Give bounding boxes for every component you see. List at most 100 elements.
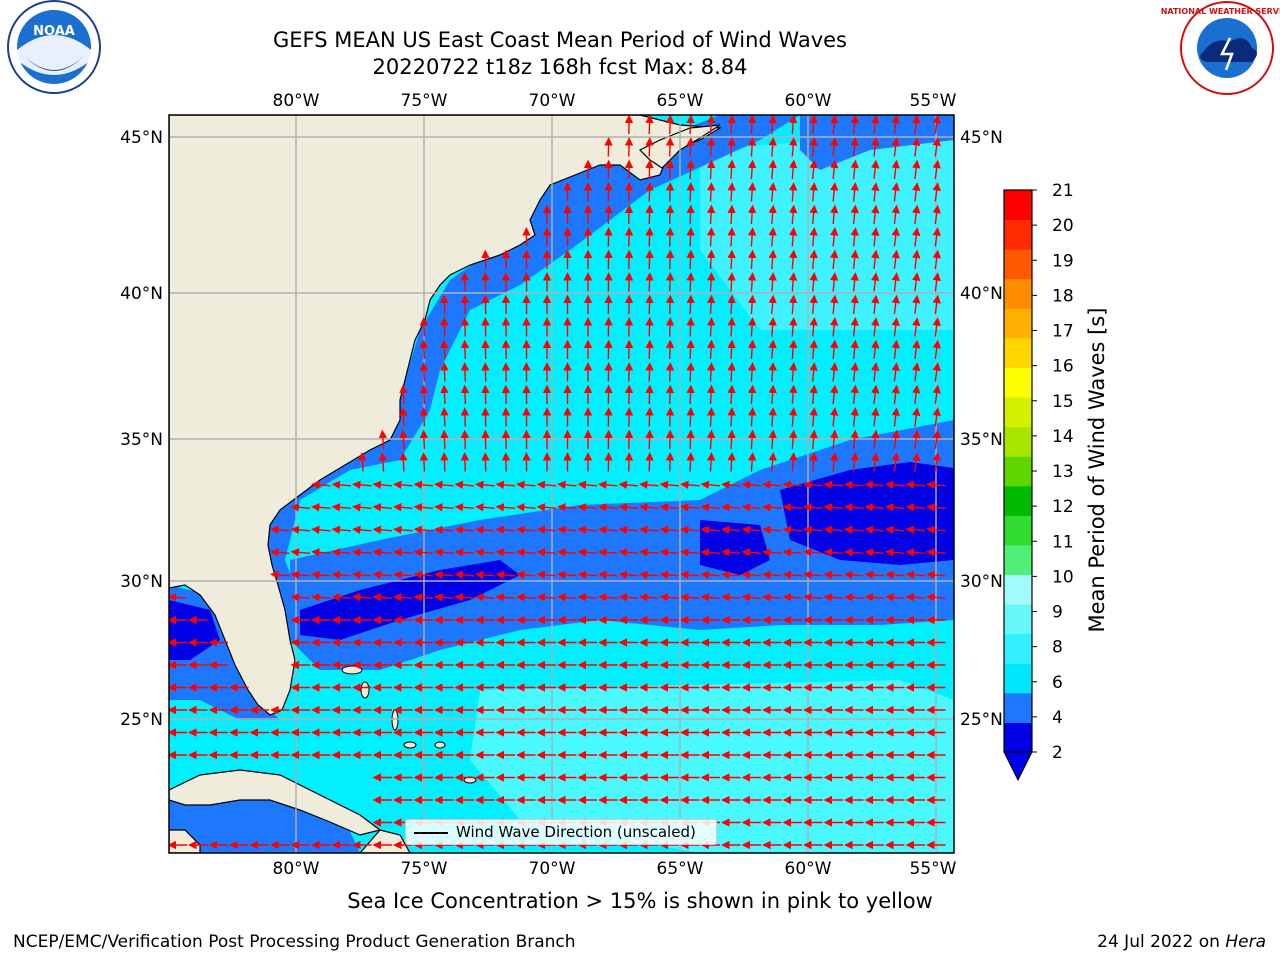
wind-wave-arrow [645,384,654,405]
wind-wave-arrow [557,548,577,557]
wind-wave-arrow [891,115,900,134]
wind-wave-arrow [912,227,921,247]
wind-wave-arrow [788,227,798,247]
wind-wave-arrow [871,339,880,359]
wind-wave-arrow [598,480,618,490]
wind-wave-arrow [700,548,721,557]
wind-wave-arrow [706,115,716,135]
wind-wave-arrow [440,407,449,427]
wind-wave-arrow [768,384,777,405]
wind-wave-arrow [454,525,475,535]
colorbar-tick-label: 4 [1052,708,1063,728]
colorbar-segment [1004,604,1032,635]
wind-wave-arrow [830,204,839,225]
wind-wave-arrow [645,159,654,180]
wind-wave-arrow [871,204,880,224]
wind-wave-arrow [372,480,393,490]
wind-wave-arrow [932,452,941,472]
wind-wave-arrow [536,480,557,490]
wind-wave-arrow [809,362,818,382]
wind-wave-arrow [516,548,536,557]
wind-wave-arrow [850,339,859,360]
wind-wave-arrow [434,548,454,557]
wind-wave-arrow [331,593,352,602]
wind-wave-arrow [932,137,941,157]
wind-wave-arrow [378,452,388,472]
wind-wave-arrow [788,115,798,135]
wind-wave-arrow [809,137,818,157]
wind-wave-arrow [557,503,577,512]
wind-wave-arrow [891,452,900,472]
wind-wave-arrow [768,294,777,315]
wind-wave-arrow [645,182,654,202]
colorbar-tick-label: 8 [1052,638,1063,658]
wind-wave-arrow [926,570,946,580]
wind-wave-arrow [830,362,839,382]
wind-wave-arrow [850,429,859,450]
wind-wave-arrow [932,227,941,247]
lon-tick-bottom: 65°W [657,859,704,879]
machine-name: Hera [1225,932,1266,952]
wind-wave-arrow [932,362,941,382]
wind-wave-arrow [891,384,900,404]
wind-wave-arrow [434,480,454,490]
wind-wave-arrow [618,548,639,557]
wind-wave-arrow [706,249,716,270]
wind-wave-arrow [352,548,372,557]
wind-wave-arrow [809,339,818,360]
wind-wave-arrow [850,159,859,180]
wind-wave-arrow [891,159,900,179]
colorbar-segment [1004,219,1032,250]
wind-wave-arrow [788,339,798,360]
wind-wave-arrow [721,570,741,580]
wind-wave-arrow [762,503,782,512]
wind-wave-arrow [768,159,777,180]
wind-wave-arrow [912,339,921,359]
wind-wave-arrow [721,525,741,535]
wind-wave-arrow [700,480,721,490]
wind-wave-arrow [665,317,675,337]
wind-wave-arrow [830,249,839,270]
wind-wave-arrow [823,503,844,512]
wind-wave-arrow [516,480,536,490]
wind-wave-arrow [932,204,941,224]
wind-wave-arrow [871,294,880,314]
wind-wave-arrow [864,525,885,535]
wind-wave-arrow [809,317,818,337]
wind-wave-arrow [639,525,659,535]
wind-wave-arrow [434,570,454,580]
wind-wave-arrow [727,204,736,225]
lon-tick-top: 65°W [657,91,704,111]
wind-wave-arrow [419,362,429,382]
colorbar-segment [1004,337,1032,368]
wind-wave-arrow [639,570,659,580]
colorbar-tick-label: 15 [1052,392,1074,412]
wind-wave-arrow [358,452,367,472]
wind-wave-arrow [932,182,941,202]
lon-tick-top: 55°W [910,91,957,111]
wind-wave-arrow [706,294,716,315]
wind-wave-arrow [912,272,921,292]
wind-wave-arrow [680,525,700,535]
wind-wave-arrow [727,137,736,157]
wind-wave-arrow [413,525,434,535]
wind-wave-arrow [809,294,818,315]
wind-wave-arrow [727,227,736,247]
wind-wave-arrow [706,317,716,337]
wind-wave-arrow [912,204,921,224]
colorbar-segment [1004,485,1032,516]
wind-wave-arrow [727,272,736,292]
wind-wave-arrow [454,570,475,580]
period-6-8-region [470,680,954,853]
wind-wave-arrow [577,570,598,580]
wind-wave-arrow [871,227,880,247]
wind-wave-arrow [700,525,721,535]
colorbar-tick-label: 10 [1052,567,1074,587]
lon-tick-bottom: 70°W [529,859,576,879]
wind-wave-arrow [747,294,757,315]
wind-wave-arrow [645,362,654,382]
wind-wave-arrow [788,137,798,157]
wind-wave-arrow [434,503,454,512]
wind-wave-arrow [788,317,798,337]
wind-wave-arrow [352,593,372,602]
